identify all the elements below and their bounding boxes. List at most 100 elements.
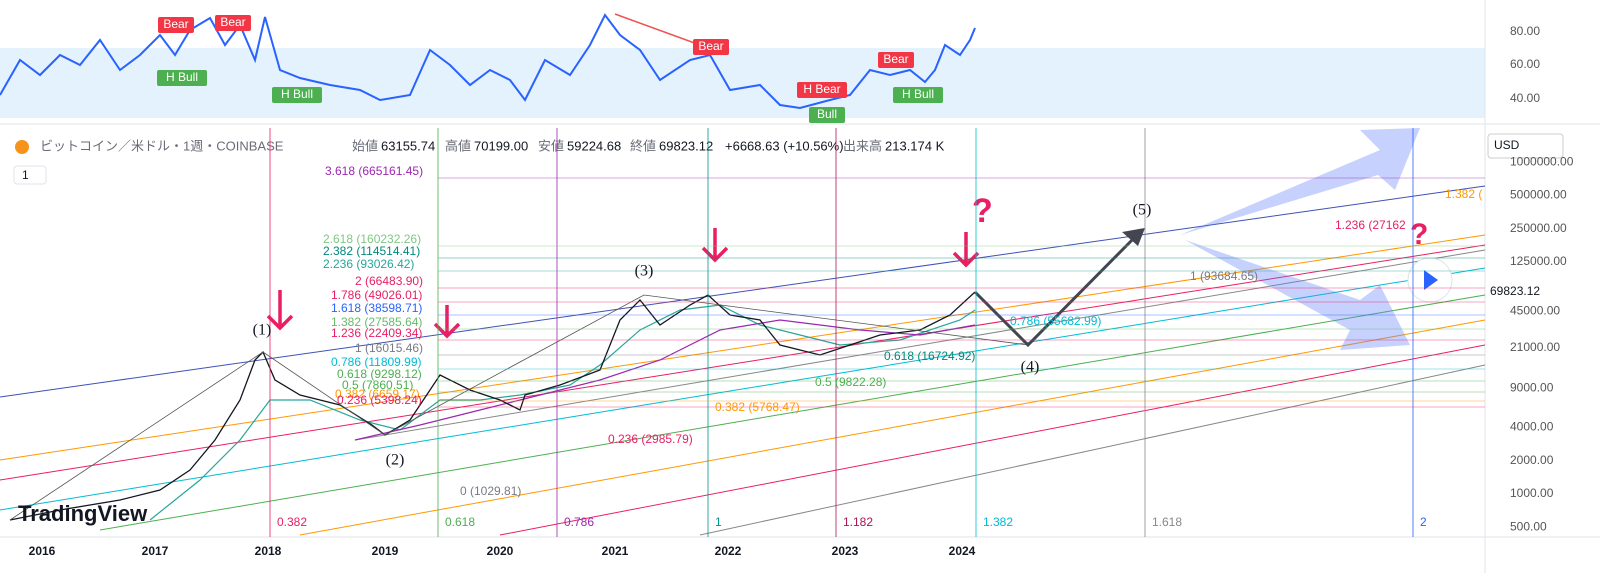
rsi-axis-label: 60.00 [1510, 57, 1540, 71]
fib-label: 3.618 (665161.45) [325, 164, 423, 178]
signal-label: H Bull [166, 70, 198, 84]
signal-box [158, 17, 194, 33]
fib-label: 1 (16015.46) [355, 341, 423, 355]
time-axis-label: 2024 [949, 544, 976, 558]
time-fib-label: 2 [1420, 515, 1427, 529]
header-close: 69823.12 [659, 138, 713, 153]
price-axis-label: 9000.00 [1510, 381, 1554, 395]
price-axis-label: 1000000.00 [1510, 154, 1574, 168]
price-axis-label: 2000.00 [1510, 453, 1554, 467]
fib-label: 1.786 (49026.01) [331, 288, 422, 302]
fib-label: 1.382 (27585.64) [331, 315, 422, 329]
header-open: 63155.74 [381, 138, 435, 153]
signal-label: H Bull [281, 87, 313, 101]
fib-label: 2.382 (114514.41) [323, 244, 420, 258]
signal-box [878, 52, 914, 68]
time-axis-label: 2017 [142, 544, 169, 558]
moving-average [149, 304, 976, 521]
time-axis-label: 2019 [372, 544, 399, 558]
price-line [9, 291, 976, 521]
fib-label: 0.382 (6659.17) [335, 387, 420, 401]
header-symbol: ビットコイン／米ドル・1週・COINBASE [40, 138, 284, 153]
down-arrows [266, 228, 980, 339]
currency: USD [1494, 138, 1520, 152]
question-mark: ? [972, 192, 993, 230]
fib-label: 0.5 (7860.51) [342, 378, 413, 392]
rsi-line [0, 13, 976, 110]
time-fib-label: 1 [715, 515, 722, 529]
signal-label: Bear [163, 17, 188, 31]
header-high-label: 高値 [445, 138, 471, 153]
price-axis-label: 1000.00 [1510, 486, 1554, 500]
time-axis-label: 2022 [715, 544, 742, 558]
channel-line [99, 294, 1486, 531]
signal-box [215, 15, 251, 31]
price-axis-label: 500.00 [1510, 519, 1547, 533]
channel-line [0, 244, 1486, 481]
rsi-axis-label: 40.00 [1510, 91, 1540, 105]
interval-box[interactable] [13, 165, 47, 185]
channel-line [499, 344, 1486, 536]
signal-label: H Bear [803, 82, 840, 96]
header-low: 59224.68 [567, 138, 621, 153]
header-high: 70199.00 [474, 138, 528, 153]
signal-label: Bear [883, 52, 908, 66]
header-change: +6668.63 (+10.56%) [725, 138, 844, 153]
signal-box [157, 70, 207, 86]
channel-line [0, 267, 1486, 511]
signal-label: Bull [817, 107, 837, 121]
question-mark: ? [1410, 218, 1428, 251]
price-axis-label: 21000.00 [1510, 340, 1560, 354]
signal-box [797, 82, 847, 98]
logo: TradingView [18, 501, 148, 526]
btc-icon [15, 140, 29, 154]
time-axis-label: 2018 [255, 544, 282, 558]
signal-box [272, 87, 322, 103]
price-axis-label: 250000.00 [1510, 221, 1567, 235]
channel-line [0, 185, 1486, 398]
signal-box [893, 87, 943, 103]
play-icon [1424, 270, 1438, 290]
interval: 1 [22, 168, 29, 182]
fib-label: 1.236 (22409.34) [331, 326, 422, 340]
currency-box[interactable] [1487, 133, 1564, 159]
fib-label: 0.382 (5768.47) [715, 400, 800, 414]
time-axis-label: 2016 [29, 544, 56, 558]
time-fib-label: 1.382 [983, 515, 1013, 529]
bull-arrow [1180, 128, 1420, 235]
fib-label: 0.786 (11809.99) [331, 355, 422, 369]
fib-label: 0.786 (55682.99) [1010, 314, 1101, 328]
rsi-band [0, 48, 1485, 118]
fib-label: 2.618 (160232.26) [323, 232, 421, 246]
fib-label: 0 (1029.81) [460, 484, 521, 498]
rsi-axis-label: 80.00 [1510, 24, 1540, 38]
wave-label: (3) [635, 263, 654, 280]
time-fib-label: 1.182 [843, 515, 873, 529]
time-fib-label: 0.382 [277, 515, 307, 529]
signal-box [809, 107, 845, 123]
fib-label: 0.236 (5398.24) [337, 393, 422, 407]
fib-label: 1.618 (38598.71) [331, 301, 422, 315]
price-axis-label: 500000.00 [1510, 188, 1567, 202]
main-chart: ? ? [0, 128, 1486, 536]
last-price-box [1486, 281, 1566, 300]
fib-label: 2 (66483.90) [355, 274, 423, 288]
arrow-head [1122, 228, 1145, 246]
signal-label: Bear [220, 15, 245, 29]
wave-label: (5) [1133, 202, 1152, 219]
channel-line [299, 319, 1486, 536]
time-fib-label: 0.618 [445, 515, 475, 529]
price-axis-label: 125000.00 [1510, 254, 1567, 268]
fib-label: 0.618 (16724.92) [884, 349, 975, 363]
wave-line [9, 294, 1029, 521]
time-axis-label: 2023 [832, 544, 859, 558]
time-fib-label: 1.618 [1152, 515, 1182, 529]
header-open-label: 始値 [352, 138, 378, 153]
fib-label: 1.382 ( [1445, 187, 1482, 201]
price-axis-label: 69823.12 [1490, 284, 1540, 298]
fib-label: 0.618 (9298.12) [337, 367, 422, 381]
divergence-line [614, 13, 701, 46]
channel-line [699, 364, 1486, 536]
projection-arrow [973, 230, 1142, 348]
